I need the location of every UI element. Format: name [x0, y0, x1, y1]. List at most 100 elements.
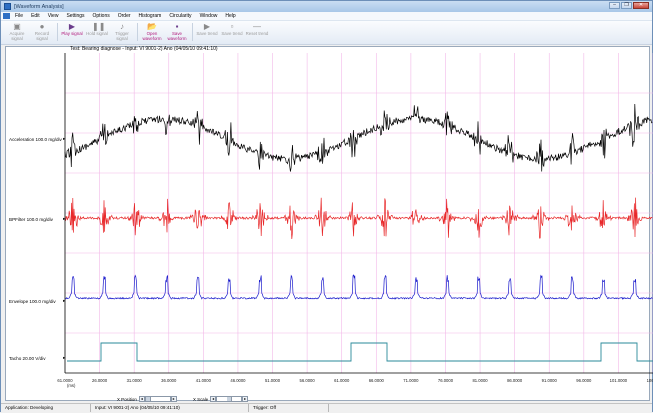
- trigger-signal-button[interactable]: ♪ Trigger signal: [110, 21, 134, 43]
- save-trend-2-icon: ▫: [230, 22, 234, 31]
- x-tick-label: 26.0000: [92, 378, 108, 383]
- plot-traces: [64, 103, 653, 362]
- trace-acceleration: [64, 103, 653, 172]
- channel-marker-acceleration: ▸: [63, 136, 66, 141]
- x-position-label: X Position: [117, 396, 137, 402]
- status-app: Application: Developing: [1, 404, 91, 412]
- x-tick-label: 36.0000: [161, 378, 177, 383]
- toolbar: ▣ Acquire signal ● Record signal ▶ Play sig…: [1, 21, 652, 45]
- x-position-thumb[interactable]: [145, 397, 151, 401]
- x-scale-track[interactable]: [216, 396, 243, 402]
- x-tick-label: 101.0000: [609, 378, 628, 383]
- toolbar-label: Open waveform: [142, 31, 162, 41]
- play-signal-icon: ▶: [68, 22, 76, 31]
- save-trend-button[interactable]: ▶ Save trend: [195, 21, 219, 43]
- status-trigger: Trigger: Off: [249, 404, 329, 412]
- reset-trend-icon: —: [253, 22, 261, 31]
- toolbar-label: Save waveform: [167, 31, 187, 41]
- status-input: Input: VI 9001-2) Ano (04/05/10 09:41:10…: [91, 404, 249, 412]
- trace-bpfilter: [64, 197, 653, 240]
- acquire-signal-button[interactable]: ▣ Acquire signal: [5, 21, 29, 43]
- x-tick-label: 71.0000: [403, 378, 419, 383]
- toolbar-label: Trigger signal: [115, 31, 129, 41]
- restore-button[interactable]: ❐: [621, 2, 632, 9]
- menu-circularity[interactable]: Circularity: [169, 13, 192, 19]
- x-scale-slider[interactable]: ◂ ▸: [210, 396, 249, 402]
- x-scale-left-arrow-icon[interactable]: ◂: [210, 396, 217, 402]
- menu-help[interactable]: Help: [225, 13, 236, 19]
- menu-window[interactable]: Window: [199, 13, 218, 19]
- chart-title: Test: Bearing diagnose - Input: VI 9001-…: [70, 46, 218, 52]
- x-position-left-arrow-icon[interactable]: ◂: [138, 396, 145, 402]
- channel-label-bpfilter: BPFilter 100.0 mg/div: [9, 217, 53, 222]
- x-tick-label: 31.0000: [126, 378, 142, 383]
- x-tick-label: 81.0000: [472, 378, 488, 383]
- menu-edit[interactable]: Edit: [31, 13, 40, 19]
- x-scale-thumb[interactable]: [227, 397, 233, 401]
- open-waveform-icon: 📂: [147, 22, 157, 31]
- save-waveform-icon: ▪: [175, 22, 179, 31]
- toolbar-label: Save trend: [221, 31, 243, 36]
- save-waveform-button[interactable]: ▪ Save waveform: [165, 21, 189, 43]
- x-axis-unit: (ms): [67, 383, 76, 388]
- x-tick-label: 41.0000: [195, 378, 211, 383]
- x-tick-label: 61.0000: [57, 378, 73, 383]
- close-button[interactable]: ✕: [633, 2, 649, 9]
- x-tick-label: 91.0000: [541, 378, 557, 383]
- x-tick-label: 106.00: [646, 378, 653, 383]
- x-tick-label: 46.0000: [230, 378, 246, 383]
- play-signal-button[interactable]: ▶ Play signal: [60, 21, 84, 43]
- x-tick-label: 86.0000: [507, 378, 523, 383]
- channel-label-acceleration: Acceleration 100.0 mg/div: [9, 137, 62, 142]
- channel-marker-tacho: ▸: [63, 355, 66, 360]
- acquire-signal-icon: ▣: [13, 22, 21, 31]
- minimize-button[interactable]: –: [609, 2, 620, 9]
- channel-marker-bpfilter: ▸: [63, 216, 66, 221]
- menu-order[interactable]: Order: [117, 13, 131, 19]
- toolbar-label: Acquire signal: [9, 31, 25, 41]
- x-tick-label: 66.0000: [368, 378, 384, 383]
- x-position-right-arrow-icon[interactable]: ▸: [170, 396, 177, 402]
- menu-bar: File Edit View Settings Options Order Hi…: [1, 12, 652, 21]
- x-position-slider[interactable]: ◂ ▸: [138, 396, 177, 402]
- trace-envelope: [64, 274, 653, 300]
- plot-grid: [65, 53, 653, 373]
- channel-label-tacho: Tacho 20.00 V/div: [9, 356, 46, 361]
- record-signal-button[interactable]: ● Record signal: [30, 21, 54, 43]
- open-waveform-button[interactable]: 📂 Open waveform: [140, 21, 164, 43]
- x-tick-label: 61.0000: [334, 378, 350, 383]
- trigger-signal-icon: ♪: [120, 22, 124, 31]
- x-tick-label: 96.0000: [576, 378, 592, 383]
- toolbar-separator: [57, 23, 58, 41]
- x-tick-label: 56.0000: [299, 378, 315, 383]
- x-scale-label: X Scale: [193, 396, 209, 402]
- menu-settings[interactable]: Settings: [66, 13, 85, 19]
- x-tick-label: 76.0000: [437, 378, 454, 383]
- toolbar-label: Reset trend: [245, 31, 269, 36]
- menu-histogram[interactable]: Histogram: [138, 13, 162, 19]
- window-title: [Waveform Analysis]: [14, 3, 64, 10]
- hold-signal-icon: ❚❚: [92, 22, 106, 31]
- menu-file[interactable]: File: [15, 13, 24, 19]
- menu-view[interactable]: View: [47, 13, 59, 19]
- x-tick-label: 51.0000: [264, 378, 281, 383]
- x-scale-right-arrow-icon[interactable]: ▸: [242, 396, 249, 402]
- save-trend-2-button[interactable]: ▫ Save trend: [220, 21, 244, 43]
- window-controls: – ❐ ✕: [609, 2, 649, 9]
- x-position-track[interactable]: [144, 396, 171, 402]
- x-scale-control: X Scale ◂ ▸: [193, 396, 249, 402]
- menu-app-icon[interactable]: [3, 13, 10, 19]
- reset-trend-button[interactable]: — Reset trend: [245, 21, 269, 43]
- toolbar-separator: [137, 23, 138, 41]
- status-bar: Application: Developing Input: VI 9001-2…: [1, 403, 652, 412]
- x-position-control: X Position ◂ ▸: [117, 396, 177, 402]
- toolbar-label: Save trend: [196, 31, 218, 36]
- toolbar-label: Hold signal: [86, 31, 108, 36]
- hold-signal-button[interactable]: ❚❚ Hold signal: [85, 21, 109, 43]
- channel-marker-envelope: ▸: [63, 298, 66, 303]
- toolbar-label: Record signal: [34, 31, 50, 41]
- channel-label-envelope: Envelope 100.0 mg/div: [9, 299, 56, 304]
- menu-options[interactable]: Options: [92, 13, 110, 19]
